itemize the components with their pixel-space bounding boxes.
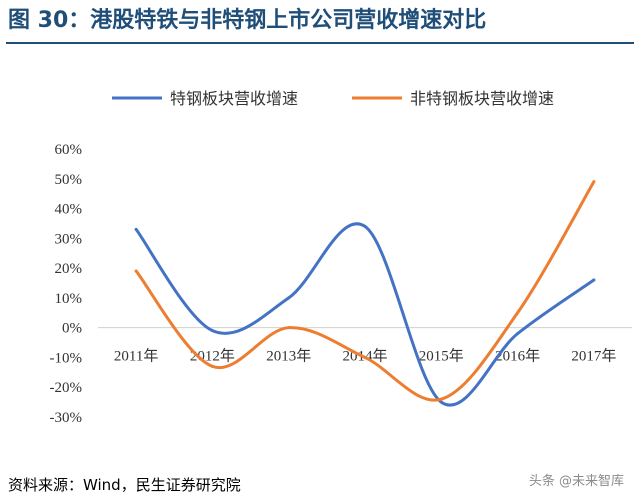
- legend-label: 特钢板块营收增速: [170, 89, 298, 108]
- y-tick-label: 40%: [55, 202, 83, 218]
- x-tick-label: 2013年: [266, 348, 311, 365]
- y-axis: 60% 50% 40% 30% 20% 10% 0% -10% -20% -30%: [50, 142, 83, 426]
- data-point: [592, 180, 596, 184]
- x-tick-label: 2011年: [114, 348, 158, 365]
- title-divider: [6, 42, 634, 44]
- data-point: [210, 364, 214, 368]
- series-line-0: [134, 222, 596, 407]
- data-point: [363, 224, 367, 228]
- y-tick-label: 0%: [62, 321, 82, 337]
- x-axis: 2011年2012年2013年2014年2015年2016年2017年: [98, 327, 632, 365]
- data-point: [210, 329, 214, 333]
- watermark: 头条 @未来智库: [528, 474, 624, 489]
- data-point: [363, 355, 367, 359]
- data-point: [439, 400, 443, 404]
- data-point: [287, 326, 291, 330]
- series-lines: [134, 180, 596, 407]
- x-tick-label: 2017年: [571, 348, 616, 365]
- y-tick-label: 30%: [55, 231, 83, 247]
- chart-title: 图 30：港股特铁与非特钢上市公司营收增速对比: [8, 8, 487, 33]
- legend: 特钢板块营收增速 非特钢板块营收增速: [112, 89, 554, 108]
- data-point: [516, 311, 520, 315]
- y-tick-label: 20%: [55, 261, 83, 277]
- x-tick-label: 2016年: [495, 348, 540, 365]
- line-chart: 特钢板块营收增速 非特钢板块营收增速 60% 50% 40% 30% 20% 10% 0% -1…: [50, 89, 632, 426]
- data-point: [287, 296, 291, 300]
- y-tick-label: 50%: [55, 172, 83, 188]
- y-tick-label: 60%: [55, 142, 83, 158]
- x-tick-label: 2015年: [419, 348, 464, 365]
- data-point: [439, 397, 443, 401]
- y-tick-label: -10%: [50, 350, 83, 366]
- data-point: [516, 332, 520, 336]
- series-line-1: [134, 180, 596, 402]
- y-tick-label: 10%: [55, 291, 83, 307]
- y-tick-label: -20%: [50, 380, 83, 396]
- data-point: [592, 278, 596, 282]
- data-point: [134, 269, 138, 273]
- data-point: [134, 227, 138, 231]
- source-note: 资料来源：Wind，民生证券研究院: [8, 476, 241, 494]
- y-tick-label: -30%: [50, 410, 83, 426]
- legend-label: 非特钢板块营收增速: [410, 89, 554, 108]
